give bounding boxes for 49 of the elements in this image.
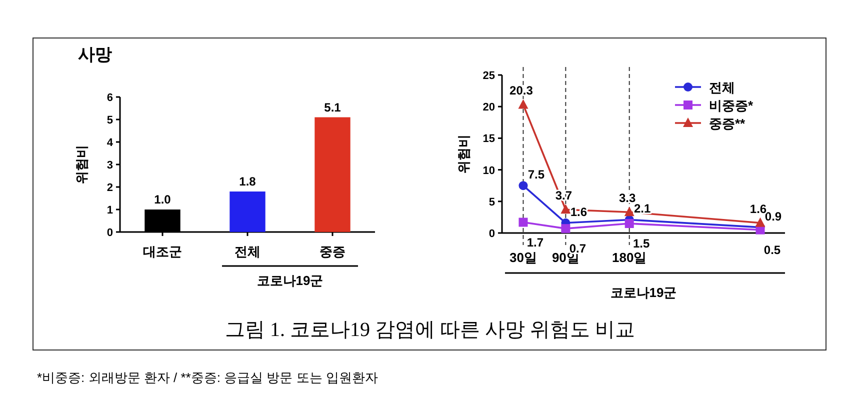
y-tick-label: 25 xyxy=(482,70,495,82)
x-axis-title: 코로나19군 xyxy=(610,285,677,300)
y-tick-label: 5 xyxy=(488,196,495,208)
legend-label: 전체 xyxy=(709,80,735,95)
data-label: 5.1 xyxy=(324,100,342,114)
legend-label: 중증** xyxy=(709,116,746,131)
point xyxy=(561,224,570,234)
data-label: 1.0 xyxy=(154,192,172,206)
x-tick-label: 전체 xyxy=(234,244,260,259)
data-label: 0.5 xyxy=(764,242,781,257)
point xyxy=(755,217,766,227)
data-label: 2.1 xyxy=(634,202,652,216)
y-tick-label: 6 xyxy=(106,92,113,104)
point xyxy=(518,99,528,109)
data-label: 1.7 xyxy=(526,235,544,250)
point xyxy=(624,206,634,216)
data-label: 3.3 xyxy=(619,191,636,206)
x-tick-label: 중증 xyxy=(320,244,346,259)
data-label: 1.8 xyxy=(239,174,256,188)
bar xyxy=(230,192,266,232)
data-label: 7.5 xyxy=(528,168,545,182)
text: *비중증: 외래방문 환자 / **중증: 응급실 방문 또는 입원환자 xyxy=(37,370,378,385)
x-tick-label: 180일 xyxy=(612,250,647,265)
x-tick-label: 대조군 xyxy=(143,244,182,259)
y-tick-label: 10 xyxy=(482,164,495,177)
point xyxy=(624,219,634,228)
caption: 그림 1. 코로나19 감염에 따른 사망 위험도 비교 xyxy=(225,319,635,341)
y-axis-title: 위험비 xyxy=(456,134,471,174)
y-tick-label: 3 xyxy=(106,160,113,172)
legend-label: 비중증* xyxy=(709,98,754,113)
y-tick-label: 4 xyxy=(106,137,114,149)
point xyxy=(560,204,571,214)
y-tick-label: 2 xyxy=(106,182,113,194)
x-tick-label: 30일 xyxy=(509,250,537,265)
bar xyxy=(314,117,350,232)
chart-title: 사망 xyxy=(78,45,112,64)
y-tick-label: 5 xyxy=(106,114,113,126)
y-tick-label: 1 xyxy=(106,204,113,216)
data-label: 20.3 xyxy=(510,84,534,98)
y-axis-title: 위험비 xyxy=(74,145,89,184)
y-tick-label: 20 xyxy=(482,102,495,114)
point xyxy=(518,181,528,190)
y-tick-label: 0 xyxy=(488,228,495,240)
data-label: 1.5 xyxy=(633,236,650,251)
y-tick-label: 15 xyxy=(482,133,495,146)
x-axis-title: 코로나19군 xyxy=(256,273,324,288)
data-label: 0.9 xyxy=(764,209,782,224)
point xyxy=(518,218,528,227)
y-tick-label: 0 xyxy=(106,227,113,239)
